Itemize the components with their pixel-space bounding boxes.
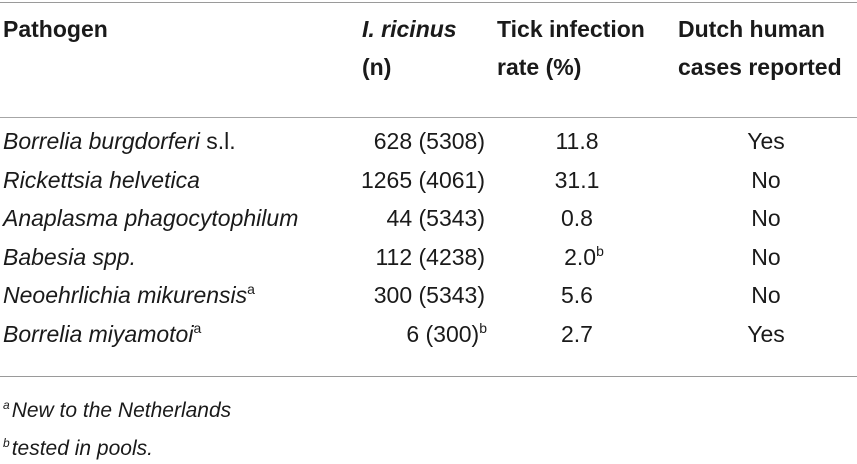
footnote-a: aNew to the Netherlands	[3, 398, 232, 422]
ricinus-n-cell: 6 (300)b	[406, 319, 487, 347]
infection-rate-cell: 11.8	[555, 128, 599, 154]
header-ricinus-species: I. ricinus	[362, 16, 457, 42]
pathogen-cell: Anaplasma phagocytophilum	[3, 205, 299, 231]
ricinus-n-cell: 112 (4238)	[375, 243, 485, 270]
header-rule	[0, 117, 857, 118]
infection-rate-cell: 2.0b	[564, 242, 604, 270]
header-pathogen: Pathogen	[3, 16, 108, 42]
human-cases-cell: No	[751, 166, 781, 193]
header-human-cases: Dutch human cases reported	[678, 16, 842, 80]
pathogen-cell: Borrelia miyamotoia	[3, 319, 202, 347]
ricinus-n-cell: 44 (5343)	[386, 205, 485, 231]
human-cases-cell: No	[751, 282, 781, 308]
infection-rate-cell: 2.7	[561, 320, 593, 347]
human-cases-cell: No	[751, 243, 781, 270]
infection-rate-cell: 31.1	[554, 166, 600, 193]
header-ricinus-n-label: (n)	[362, 54, 392, 80]
infection-rate-cell: 5.6	[561, 282, 593, 308]
ricinus-n-cell: 1265 (4061)	[360, 166, 485, 193]
infection-rate-cell: 0.8	[561, 205, 593, 231]
pathogen-cell: Borrelia burgdorferi s.l.	[3, 128, 236, 154]
ricinus-n-cell: 628 (5308)	[373, 128, 485, 154]
footnote-b: btested in pools.	[3, 436, 153, 460]
table-bottom-rule	[0, 376, 857, 377]
human-cases-cell: No	[751, 205, 781, 231]
pathogen-cell: Babesia spp.	[3, 243, 136, 270]
pathogen-cell: Neoehrlichia mikurensisa	[3, 281, 255, 308]
header-ricinus-n: I. ricinus (n)	[362, 10, 457, 86]
table-top-rule	[0, 2, 857, 3]
human-cases-cell: Yes	[747, 128, 785, 154]
human-cases-cell: Yes	[747, 320, 785, 347]
ricinus-n-cell: 300 (5343)	[373, 282, 485, 308]
pathogen-cell: Rickettsia helvetica	[3, 166, 200, 193]
header-infection-rate: Tick infection rate (%)	[497, 16, 645, 80]
